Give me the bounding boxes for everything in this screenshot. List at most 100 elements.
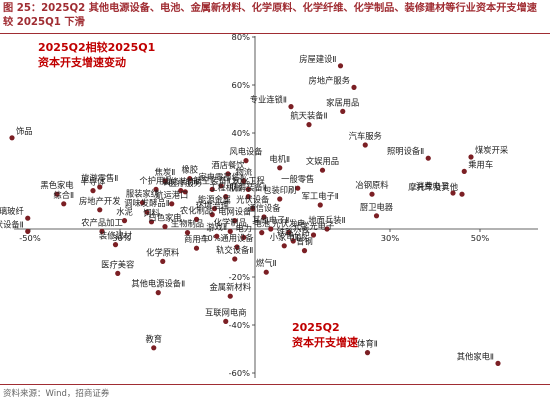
data-point <box>193 245 200 251</box>
data-point <box>261 214 267 220</box>
data-point <box>245 186 251 192</box>
data-point <box>97 207 103 213</box>
data-point <box>459 191 465 197</box>
data-point-label: 汽车服务 <box>349 131 382 141</box>
data-point-label: 电网设备 <box>218 207 252 217</box>
data-point-label: 调味发酵品Ⅱ <box>124 198 170 208</box>
data-point <box>9 135 15 141</box>
data-point <box>160 258 166 264</box>
data-point-label: 乘用车 <box>468 159 493 169</box>
data-point-label: 其他家电Ⅱ <box>457 351 494 361</box>
data-point <box>317 202 323 208</box>
data-point-label: 航运港口 <box>155 190 188 200</box>
data-point-label: 光伏设备 <box>236 195 270 205</box>
data-point-label: 互联网电商 <box>205 307 247 317</box>
data-point-label: 装修装饰Ⅱ <box>162 177 199 187</box>
data-point <box>243 158 249 164</box>
data-point <box>144 209 150 215</box>
data-point-label: 生物制品 <box>171 219 204 229</box>
data-point-label: 一般零售 <box>281 174 314 184</box>
data-point-label: 其他电源设备Ⅱ <box>131 279 185 289</box>
data-point <box>227 228 233 234</box>
data-point-label: 化学原料 <box>146 247 180 257</box>
data-point <box>97 184 103 190</box>
y-tick-label: -40% <box>229 320 251 330</box>
x-tick-label: 10% <box>291 233 310 243</box>
data-point-label: 风电设备 <box>229 147 263 157</box>
data-point <box>337 63 344 69</box>
data-point <box>245 194 251 200</box>
data-point <box>25 228 31 234</box>
data-point-label: 光学光电子 <box>293 221 335 231</box>
data-point-label: 光伏设备Ⅱ <box>0 219 24 229</box>
data-point <box>153 186 159 192</box>
data-point <box>362 142 368 148</box>
y-tick-label: 80% <box>232 32 251 42</box>
data-point <box>495 360 501 366</box>
data-point-label: 能源金属 <box>198 195 231 205</box>
data-point-label: 其他电子Ⅱ <box>252 215 289 225</box>
data-point <box>461 168 467 174</box>
data-point <box>227 293 233 299</box>
x-tick-label: -50% <box>19 233 41 243</box>
data-point <box>90 188 96 194</box>
source-rule <box>0 384 550 385</box>
data-point <box>250 206 256 212</box>
data-point-label: 铁路公路 <box>277 227 311 237</box>
data-point <box>115 270 121 276</box>
data-point <box>169 201 175 207</box>
data-point <box>277 165 283 171</box>
data-point <box>223 194 229 200</box>
data-point-label: 半导体 <box>81 177 107 187</box>
y-tick-label: 60% <box>232 80 251 90</box>
data-point <box>324 226 330 232</box>
data-point-label: 房屋建设Ⅱ <box>299 54 336 64</box>
data-point-label: 体育Ⅱ <box>357 339 378 349</box>
data-point <box>223 318 229 324</box>
data-point-label: 商用车 <box>184 234 209 244</box>
data-point <box>450 190 456 196</box>
data-point <box>155 290 161 296</box>
data-point <box>61 201 67 207</box>
data-point-label: 金属新材料 <box>210 282 252 292</box>
data-point-label: 电池 <box>253 219 270 229</box>
data-point-label: 焦炭Ⅱ <box>155 167 176 177</box>
data-point <box>263 269 269 275</box>
data-point <box>310 232 317 238</box>
data-point <box>425 155 431 161</box>
title-rule <box>0 33 550 34</box>
data-point <box>277 196 283 202</box>
annotation-line: 2025Q2相较2025Q1 <box>38 40 155 54</box>
data-point <box>151 345 157 351</box>
data-point-label: 冶钢原料 <box>355 180 389 190</box>
data-point-label: 专业工程 <box>232 175 265 185</box>
data-point-label: 厨卫电器 <box>360 202 394 212</box>
data-point-label: 医疗服务 <box>169 178 202 188</box>
chart-points <box>9 63 501 366</box>
data-point <box>241 234 247 240</box>
data-point-label: 玻璃玻纤 <box>0 206 24 216</box>
data-point-label: 通信设备 <box>247 203 281 213</box>
data-point-label: 航海装备Ⅱ <box>230 183 267 193</box>
data-point <box>369 191 375 197</box>
annotation-line: 2025Q2 <box>292 321 340 334</box>
data-point-label: 白色家电 <box>148 213 181 223</box>
data-point <box>295 185 301 191</box>
data-point-label: 旅游零售Ⅱ <box>81 173 118 183</box>
data-point-label: 农化制品 <box>180 205 213 215</box>
data-point-label: 消费电子 <box>416 181 449 191</box>
data-point-label: 光伏发电 <box>272 219 305 229</box>
data-point <box>340 108 346 114</box>
data-point-label: 照明设备Ⅱ <box>387 146 424 156</box>
data-point <box>187 176 193 182</box>
data-point <box>232 256 238 262</box>
x-tick-label: 50% <box>471 233 490 243</box>
data-point <box>286 230 292 236</box>
data-point <box>281 243 287 249</box>
data-point-label: 小家电Ⅱ <box>270 232 299 242</box>
data-point-label: 摩托车及其他 <box>408 182 458 192</box>
data-point-label: 轨交设备Ⅱ <box>216 245 253 255</box>
x-tick-label: -30% <box>109 233 131 243</box>
